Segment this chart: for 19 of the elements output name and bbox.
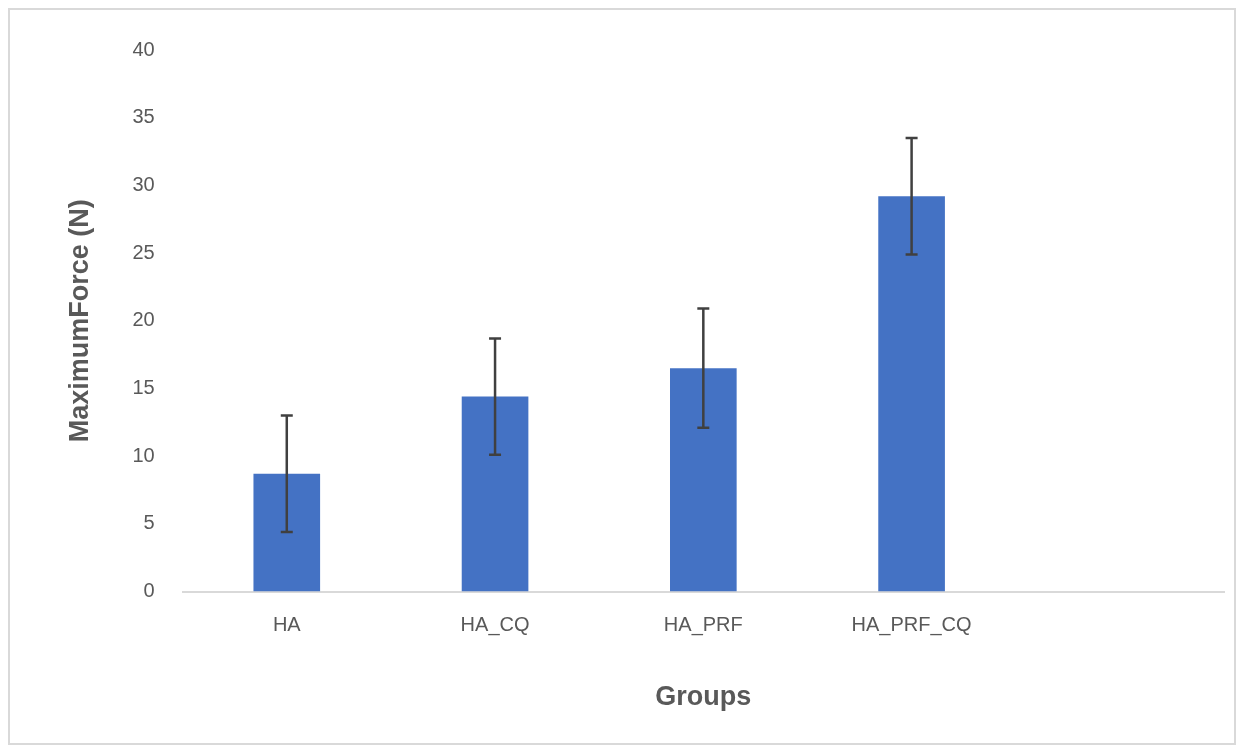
- y-tick-label: 20: [132, 308, 155, 331]
- x-tick-label: HA: [272, 613, 302, 636]
- x-tick-label: HA_PRF_CQ: [851, 613, 972, 637]
- y-tick-label: 30: [132, 172, 155, 195]
- y-tick-label: 5: [143, 511, 155, 534]
- y-tick-label: 35: [132, 105, 155, 128]
- y-tick-label: 40: [132, 37, 155, 60]
- bar: [878, 196, 945, 592]
- y-axis-title: MaximumForce (N): [63, 199, 94, 443]
- x-tick-label: HA_PRF: [663, 613, 743, 637]
- bar: [253, 473, 321, 592]
- y-tick-label: 0: [143, 579, 155, 602]
- y-tick-label: 10: [132, 443, 155, 466]
- y-tick-label: 25: [132, 240, 155, 263]
- bar: [670, 368, 737, 592]
- x-axis-title: Groups: [655, 681, 752, 712]
- y-tick-label: 15: [132, 376, 155, 399]
- bar: [461, 396, 529, 592]
- x-tick-label: HA_CQ: [460, 613, 530, 637]
